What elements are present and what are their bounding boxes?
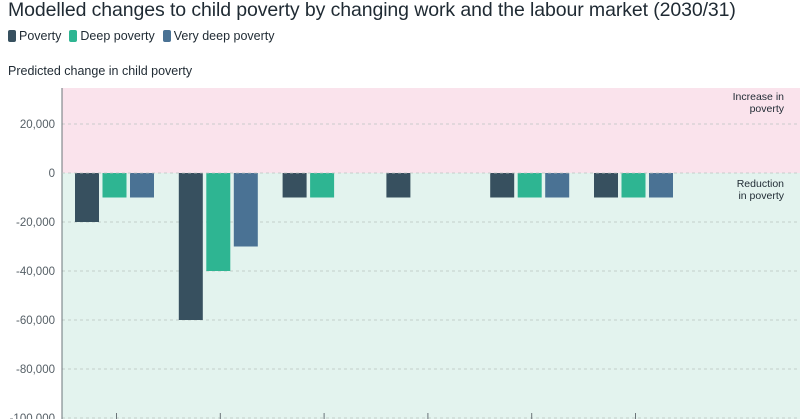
y-tick-label: -60,000: [16, 315, 55, 327]
chart-title: Modelled changes to child poverty by cha…: [8, 0, 736, 21]
legend-item-very-deep-poverty[interactable]: Very deep poverty: [162, 29, 275, 43]
legend-label-deep-poverty: Deep poverty: [80, 29, 155, 43]
legend-item-poverty[interactable]: Poverty: [8, 29, 61, 43]
bar-deep-poverty: [102, 173, 127, 198]
annotation-increase-line2: poverty: [750, 103, 785, 115]
y-tick-label: 0: [49, 168, 55, 180]
bar-very-deep-poverty: [545, 173, 570, 198]
reduction-region: [62, 173, 800, 419]
legend: Poverty Deep poverty Very deep poverty: [8, 29, 275, 43]
bar-deep-poverty: [517, 173, 542, 198]
bar-very-deep-poverty: [130, 173, 154, 198]
legend-label-poverty: Poverty: [19, 29, 62, 43]
bar-poverty: [490, 173, 515, 198]
y-axis-title: Predicted change in child poverty: [8, 64, 193, 78]
y-tick-label: -80,000: [16, 364, 55, 376]
bar-poverty: [178, 173, 203, 320]
bar-poverty: [282, 173, 307, 198]
y-tick-label: 20,000: [20, 119, 55, 131]
annotation-reduction-line2: in poverty: [738, 190, 784, 202]
y-tick-label: -100,000: [10, 413, 55, 419]
legend-item-deep-poverty[interactable]: Deep poverty: [69, 29, 155, 43]
bar-poverty: [75, 173, 99, 222]
legend-swatch-very-deep-poverty: [162, 30, 171, 42]
bar-poverty: [594, 173, 618, 198]
bar-poverty: [386, 173, 411, 198]
annotation-reduction-line1: Reduction: [737, 178, 784, 190]
bar-deep-poverty: [206, 173, 231, 271]
legend-swatch-deep-poverty: [69, 30, 78, 42]
increase-region: [62, 88, 800, 173]
legend-swatch-poverty: [8, 30, 16, 42]
annotation-increase-line1: Increase in: [733, 91, 785, 103]
bar-very-deep-poverty: [233, 173, 258, 247]
legend-label-very-deep-poverty: Very deep poverty: [173, 29, 275, 43]
y-tick-label: -20,000: [16, 217, 55, 229]
bar-deep-poverty: [621, 173, 646, 198]
bar-very-deep-poverty: [649, 173, 673, 198]
y-tick-label: -40,000: [16, 266, 55, 278]
bar-deep-poverty: [310, 173, 335, 198]
